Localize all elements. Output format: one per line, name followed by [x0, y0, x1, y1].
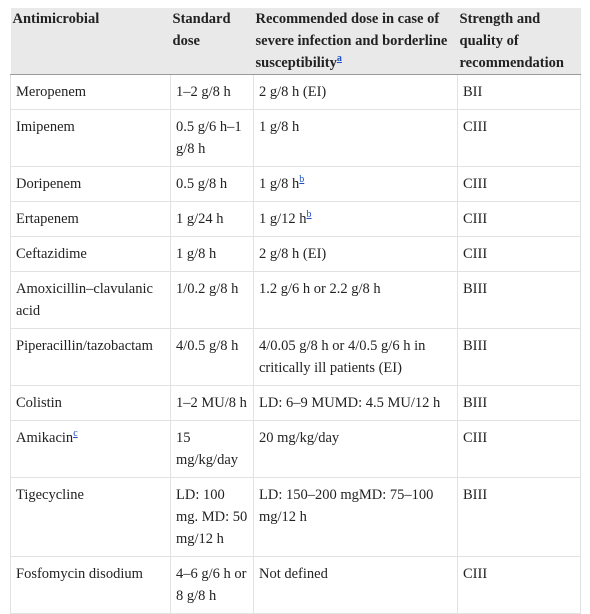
header-recommended-dose: Recommended dose in case of severe infec…: [253, 8, 458, 75]
cell-strength: BIII: [457, 328, 581, 386]
cell-antimicrobial: Meropenem: [10, 74, 171, 110]
cell-recommended-dose: 2 g/8 h (EI): [253, 236, 458, 272]
cell-standard-dose: 4/0.5 g/8 h: [170, 328, 254, 386]
cell-standard-dose: 4–6 g/6 h or 8 g/8 h: [170, 556, 254, 614]
cell-strength: CIII: [457, 420, 581, 478]
cell-standard-dose: 1–2 MU/8 h: [170, 385, 254, 421]
cell-antimicrobial: Amikacinc: [10, 420, 171, 478]
footnote-link[interactable]: b: [306, 209, 312, 221]
cell-strength: BIII: [457, 271, 581, 329]
cell-strength: CIII: [457, 236, 581, 272]
table-row: Piperacillin/tazobactam 4/0.5 g/8 h 4/0.05…: [10, 328, 581, 386]
cell-antimicrobial: Amoxicillin–clavulanic acid: [10, 271, 171, 329]
cell-recommended-dose: LD: 150–200 mgMD: 75–100 mg/12 h: [253, 477, 458, 557]
cell-antimicrobial: Ertapenem: [10, 201, 171, 237]
cell-antimicrobial: Fosfomycin disodium: [10, 556, 171, 614]
cell-antimicrobial: Ceftazidime: [10, 236, 171, 272]
cell-standard-dose: 1 g/8 h: [170, 236, 254, 272]
footnote-link[interactable]: b: [299, 174, 305, 186]
header-standard-dose: Standard dose: [170, 8, 254, 75]
footnote-link[interactable]: a: [336, 53, 342, 65]
header-row: Antimicrobial Standard dose Recommended …: [10, 8, 581, 75]
cell-strength: BII: [457, 74, 581, 110]
cell-antimicrobial: Tigecycline: [10, 477, 171, 557]
header-antimicrobial: Antimicrobial: [10, 8, 171, 75]
cell-antimicrobial: Colistin: [10, 385, 171, 421]
table-row: Tigecycline LD: 100 mg. MD: 50 mg/12 h LD:…: [10, 477, 581, 557]
cell-strength: CIII: [457, 109, 581, 167]
cell-recommended-dose: 1 g/12 hb: [253, 201, 458, 237]
cell-standard-dose: 15 mg/kg/day: [170, 420, 254, 478]
cell-strength: BIII: [457, 477, 581, 557]
cell-recommended-dose: 1 g/8 h: [253, 109, 458, 167]
cell-strength: CIII: [457, 201, 581, 237]
table-row: Amoxicillin–clavulanic acid 1/0.2 g/8 h 1.…: [10, 271, 581, 329]
cell-standard-dose: 1–2 g/8 h: [170, 74, 254, 110]
cell-strength: BIII: [457, 385, 581, 421]
cell-strength: CIII: [457, 556, 581, 614]
table-row: Colistin 1–2 MU/8 h LD: 6–9 MUMD: 4.5 MU/1…: [10, 385, 581, 421]
cell-antimicrobial: Imipenem: [10, 109, 171, 167]
table-row: Amikacinc 15 mg/kg/day 20 mg/kg/day CIII: [10, 420, 581, 478]
cell-standard-dose: 0.5 g/8 h: [170, 166, 254, 202]
cell-standard-dose: 1 g/24 h: [170, 201, 254, 237]
cell-strength: CIII: [457, 166, 581, 202]
cell-recommended-dose: Not defined: [253, 556, 458, 614]
header-strength: Strength and quality of recommendation: [457, 8, 581, 75]
footnote-link[interactable]: c: [73, 428, 78, 440]
cell-recommended-dose: 1.2 g/6 h or 2.2 g/8 h: [253, 271, 458, 329]
cell-standard-dose: LD: 100 mg. MD: 50 mg/12 h: [170, 477, 254, 557]
cell-recommended-dose: 20 mg/kg/day: [253, 420, 458, 478]
dosing-table: Antimicrobial Standard dose Recommended …: [10, 8, 581, 614]
cell-recommended-dose: 1 g/8 hb: [253, 166, 458, 202]
cell-recommended-dose: 2 g/8 h (EI): [253, 74, 458, 110]
cell-standard-dose: 0.5 g/6 h–1 g/8 h: [170, 109, 254, 167]
cell-antimicrobial: Doripenem: [10, 166, 171, 202]
cell-antimicrobial: Piperacillin/tazobactam: [10, 328, 171, 386]
cell-recommended-dose: LD: 6–9 MUMD: 4.5 MU/12 h: [253, 385, 458, 421]
cell-standard-dose: 1/0.2 g/8 h: [170, 271, 254, 329]
cell-recommended-dose: 4/0.05 g/8 h or 4/0.5 g/6 h in criticall…: [253, 328, 458, 386]
